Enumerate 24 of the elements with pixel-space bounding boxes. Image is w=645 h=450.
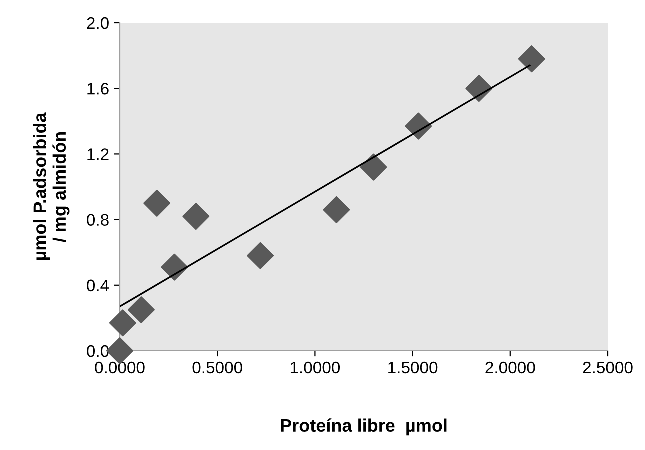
y-tick-label: 0.4	[87, 280, 110, 292]
x-tick-label: 1.0000	[290, 362, 340, 374]
x-axis-title: Proteína libre µmol	[281, 418, 447, 436]
point	[247, 242, 274, 270]
point	[518, 46, 546, 73]
x-tick-label: 0.0000	[95, 362, 145, 374]
x-tick-label: 2.5000	[583, 362, 633, 374]
y-tick-label: 1.2	[88, 148, 109, 160]
point	[109, 310, 136, 337]
point	[128, 296, 155, 324]
point	[161, 254, 188, 281]
point	[144, 190, 171, 217]
point	[405, 112, 432, 140]
point	[323, 196, 350, 224]
x-tick-label: 2.0000	[486, 362, 536, 374]
point	[360, 154, 388, 181]
y-tick-label: 2.0	[87, 17, 109, 30]
point	[466, 75, 493, 102]
x-tick-label: 1.5000	[388, 362, 438, 374]
y-axis-title: µmol P.adsorbida / mg almidón	[33, 112, 70, 260]
point	[182, 203, 210, 230]
y-tick-label: 1.6	[88, 83, 109, 95]
x-tick-label: 0.5000	[192, 362, 242, 374]
y-tick-label: 0.8	[87, 214, 109, 226]
